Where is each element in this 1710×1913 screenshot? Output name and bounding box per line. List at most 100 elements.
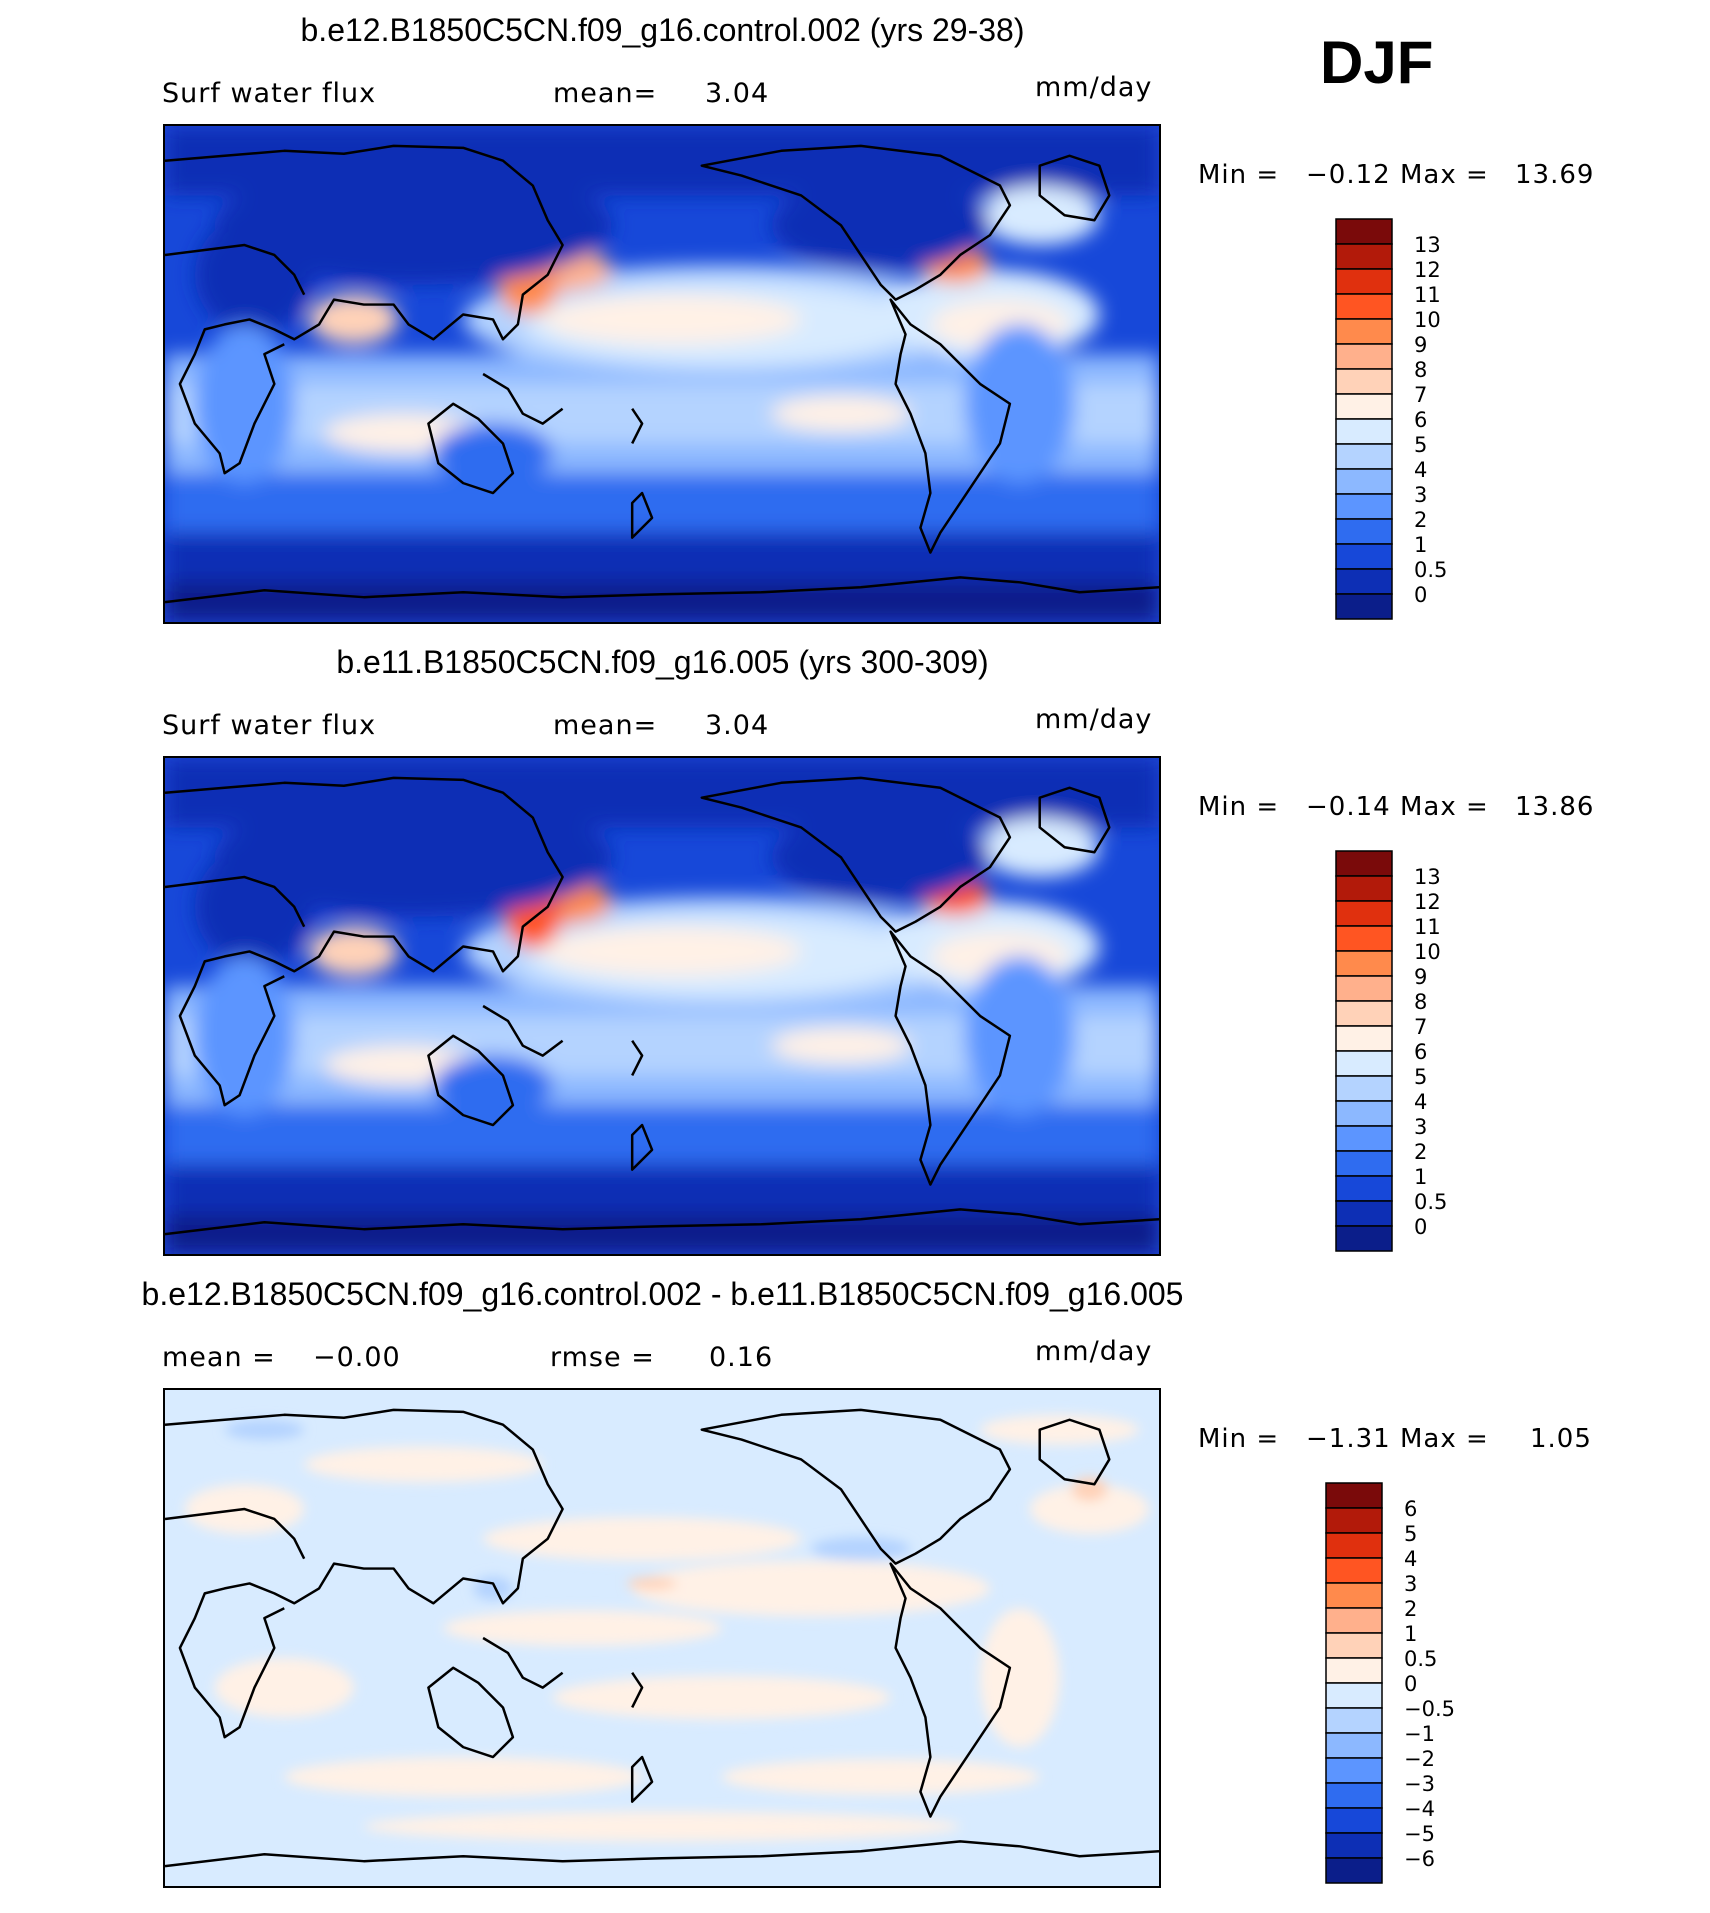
colorbar-swatch (1325, 1557, 1383, 1584)
panel-2-colorbar: 13 12 11 10 9 8 7 6 5 4 3 2 1 0.5 0 (1335, 850, 1455, 1252)
colorbar-swatch (1335, 1225, 1393, 1252)
colorbar-tick-label: 4 (1414, 458, 1427, 482)
panel-2-mean-value: 3.04 (705, 710, 770, 741)
colorbar-tick-label: 2 (1404, 1597, 1417, 1621)
colorbar-swatch (1325, 1782, 1383, 1809)
colorbar-tick-label: 11 (1414, 283, 1441, 307)
colorbar-swatch (1335, 468, 1393, 495)
colorbar-tick-label: 5 (1404, 1522, 1417, 1546)
colorbar-swatch (1335, 443, 1393, 470)
colorbar-swatch (1335, 418, 1393, 445)
colorbar-swatch (1335, 875, 1393, 902)
colorbar-tick-label: 9 (1414, 965, 1427, 989)
panel-2-map (163, 756, 1161, 1256)
colorbar-tick-label: −1 (1404, 1722, 1435, 1746)
colorbar-tick-label: 8 (1414, 358, 1427, 382)
panel-2-min-value: −0.14 (1306, 792, 1391, 822)
colorbar-tick-label: 13 (1414, 233, 1441, 257)
colorbar-tick-label: 1 (1404, 1622, 1417, 1646)
panel-2-max-value: 13.86 (1515, 792, 1595, 822)
colorbar-swatch (1325, 1857, 1383, 1884)
colorbar-tick-label: 2 (1414, 1140, 1427, 1164)
panel-1-min-label: Min = (1198, 160, 1280, 190)
colorbar-tick-label: 10 (1414, 308, 1441, 332)
colorbar-swatch (1335, 1175, 1393, 1202)
colorbar-swatch (1335, 1075, 1393, 1102)
panel-2-title: b.e11.B1850C5CN.f09_g16.005 (yrs 300-309… (336, 644, 989, 680)
colorbar-swatch (1335, 393, 1393, 420)
panel-3-units: mm/day (1035, 1336, 1153, 1367)
colorbar-tick-label: 4 (1404, 1547, 1417, 1571)
colorbar-swatch (1325, 1657, 1383, 1684)
colorbar-swatch (1335, 518, 1393, 545)
colorbar-swatch (1325, 1832, 1383, 1859)
colorbar-tick-label: 3 (1404, 1572, 1417, 1596)
colorbar-tick-label: 13 (1414, 865, 1441, 889)
colorbar-tick-label: 12 (1414, 258, 1441, 282)
colorbar-tick-label: 7 (1414, 1015, 1427, 1039)
colorbar-tick-label: 3 (1414, 1115, 1427, 1139)
colorbar-swatch (1335, 343, 1393, 370)
colorbar-swatch (1325, 1757, 1383, 1784)
colorbar-tick-label: 5 (1414, 1065, 1427, 1089)
panel-3-max-label: Max = (1400, 1424, 1489, 1454)
colorbar-swatch (1335, 900, 1393, 927)
colorbar-tick-label: 2 (1414, 508, 1427, 532)
colorbar-tick-label: −5 (1404, 1822, 1435, 1846)
colorbar-tick-label: 7 (1414, 383, 1427, 407)
colorbar-swatch (1325, 1507, 1383, 1534)
panel-3-map (163, 1388, 1161, 1888)
colorbar-tick-label: 0.5 (1414, 558, 1447, 582)
colorbar-tick-label: −0.5 (1404, 1697, 1455, 1721)
panel-3-min-label: Min = (1198, 1424, 1280, 1454)
panel-1-min-value: −0.12 (1306, 160, 1391, 190)
colorbar-swatch (1325, 1732, 1383, 1759)
panel-1-units: mm/day (1035, 72, 1153, 103)
colorbar-swatch (1335, 368, 1393, 395)
panel-2-mean-label: mean= (553, 710, 658, 741)
colorbar-swatch (1335, 1125, 1393, 1152)
panel-2-max-label: Max = (1400, 792, 1489, 822)
panel-2-min-label: Min = (1198, 792, 1280, 822)
panel-1-mean-label: mean= (553, 78, 658, 109)
colorbar-swatch (1335, 1025, 1393, 1052)
panel-1-mean-value: 3.04 (705, 78, 770, 109)
colorbar-tick-label: 0.5 (1404, 1647, 1437, 1671)
panel-1-max-label: Max = (1400, 160, 1489, 190)
colorbar-swatch (1325, 1582, 1383, 1609)
panel-3-colorbar: 6 5 4 3 2 1 0.5 0 −0.5 −1 −2 −3 −4 −5 −6 (1325, 1482, 1455, 1884)
colorbar-swatch (1335, 318, 1393, 345)
colorbar-swatch (1335, 593, 1393, 620)
panel-3-min-value: −1.31 (1306, 1424, 1391, 1454)
colorbar-swatch (1335, 218, 1393, 245)
panel-1-max-value: 13.69 (1515, 160, 1595, 190)
colorbar-swatch (1335, 293, 1393, 320)
colorbar-tick-label: 4 (1414, 1090, 1427, 1114)
colorbar-swatch (1335, 493, 1393, 520)
colorbar-swatch (1335, 1050, 1393, 1077)
colorbar-swatch (1325, 1482, 1383, 1509)
colorbar-tick-label: 0 (1414, 1215, 1427, 1239)
colorbar-swatch (1325, 1532, 1383, 1559)
panel-1-title: b.e12.B1850C5CN.f09_g16.control.002 (yrs… (300, 12, 1025, 48)
colorbar-tick-label: 6 (1404, 1497, 1417, 1521)
panel-3-title: b.e12.B1850C5CN.f09_g16.control.002 - b.… (141, 1276, 1184, 1312)
colorbar-tick-label: 9 (1414, 333, 1427, 357)
colorbar-swatch (1335, 1000, 1393, 1027)
colorbar-swatch (1335, 1100, 1393, 1127)
colorbar-swatch (1335, 543, 1393, 570)
colorbar-tick-label: 1 (1414, 1165, 1427, 1189)
colorbar-tick-label: 12 (1414, 890, 1441, 914)
colorbar-swatch (1335, 268, 1393, 295)
colorbar-tick-label: 1 (1414, 533, 1427, 557)
colorbar-swatch (1335, 1150, 1393, 1177)
colorbar-swatch (1325, 1807, 1383, 1834)
colorbar-tick-label: 0 (1414, 583, 1427, 607)
colorbar-swatch (1325, 1632, 1383, 1659)
colorbar-tick-label: −4 (1404, 1797, 1435, 1821)
colorbar-swatch (1335, 243, 1393, 270)
colorbar-tick-label: 3 (1414, 483, 1427, 507)
panel-3-mean-label: mean = (162, 1342, 276, 1373)
panel-1-colorbar: 13 12 11 10 9 8 7 6 5 4 3 2 1 0.5 0 (1335, 218, 1455, 620)
colorbar-tick-label: 5 (1414, 433, 1427, 457)
